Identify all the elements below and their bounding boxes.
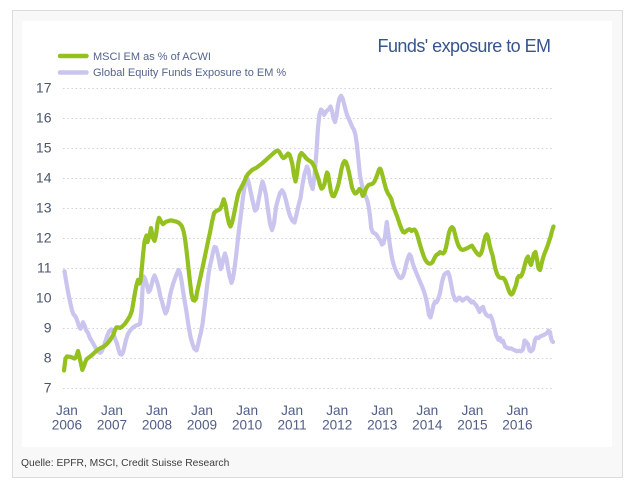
svg-text:MSCI EM as % of ACWI: MSCI EM as % of ACWI: [93, 51, 211, 63]
svg-text:Jan: Jan: [56, 403, 78, 418]
svg-text:Jan: Jan: [236, 403, 258, 418]
svg-text:Jan: Jan: [461, 403, 483, 418]
svg-text:14: 14: [36, 170, 52, 186]
svg-text:2010: 2010: [232, 418, 263, 433]
svg-text:Funds' exposure to EM: Funds' exposure to EM: [378, 36, 551, 56]
svg-text:16: 16: [36, 110, 52, 126]
svg-text:17: 17: [36, 80, 52, 96]
svg-text:Jan: Jan: [281, 403, 303, 418]
svg-text:7: 7: [44, 380, 52, 396]
svg-text:15: 15: [36, 140, 52, 156]
svg-text:12: 12: [36, 230, 52, 246]
svg-text:2012: 2012: [322, 418, 352, 433]
svg-text:Jan: Jan: [191, 403, 213, 418]
svg-text:2006: 2006: [52, 418, 82, 433]
svg-text:2015: 2015: [457, 418, 487, 433]
svg-text:2014: 2014: [412, 418, 443, 433]
svg-text:2009: 2009: [187, 418, 217, 433]
svg-text:10: 10: [36, 290, 52, 306]
svg-text:8: 8: [44, 350, 52, 366]
svg-text:2008: 2008: [142, 418, 172, 433]
svg-text:Jan: Jan: [146, 403, 168, 418]
svg-text:Jan: Jan: [101, 403, 123, 418]
svg-text:2016: 2016: [502, 418, 532, 433]
svg-text:Jan: Jan: [416, 403, 438, 418]
svg-text:2011: 2011: [277, 418, 306, 433]
svg-text:Jan: Jan: [506, 403, 528, 418]
svg-text:11: 11: [37, 260, 52, 276]
svg-text:2013: 2013: [367, 418, 397, 433]
svg-text:Quelle: EPFR, MSCI, Credit Sui: Quelle: EPFR, MSCI, Credit Suisse Resear…: [21, 458, 230, 469]
svg-text:Jan: Jan: [371, 403, 393, 418]
svg-text:Jan: Jan: [326, 403, 348, 418]
svg-text:9: 9: [44, 320, 52, 336]
svg-text:13: 13: [36, 200, 52, 216]
svg-text:2007: 2007: [97, 418, 127, 433]
svg-text:Global Equity Funds Exposure t: Global Equity Funds Exposure to EM %: [93, 67, 286, 79]
